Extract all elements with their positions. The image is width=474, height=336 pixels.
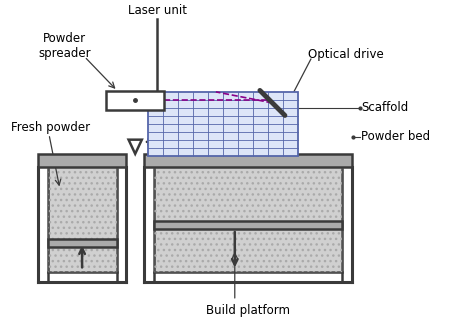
- Text: Fresh powder: Fresh powder: [11, 121, 91, 134]
- Bar: [47, 167, 117, 272]
- Bar: [47, 167, 117, 272]
- Text: Build platform: Build platform: [206, 304, 290, 318]
- Text: Powder
spreader: Powder spreader: [38, 32, 91, 60]
- Text: Scaffold: Scaffold: [361, 101, 408, 115]
- Bar: [154, 167, 342, 272]
- Bar: [107, 91, 164, 110]
- Polygon shape: [128, 140, 142, 154]
- Bar: [144, 154, 352, 167]
- Text: Powder bed: Powder bed: [361, 130, 430, 143]
- Bar: [47, 239, 117, 247]
- Bar: [148, 92, 298, 156]
- Bar: [154, 221, 342, 229]
- Text: Optical drive: Optical drive: [308, 48, 383, 60]
- Text: Laser unit: Laser unit: [128, 4, 187, 16]
- Bar: [38, 154, 127, 167]
- Bar: [154, 167, 342, 272]
